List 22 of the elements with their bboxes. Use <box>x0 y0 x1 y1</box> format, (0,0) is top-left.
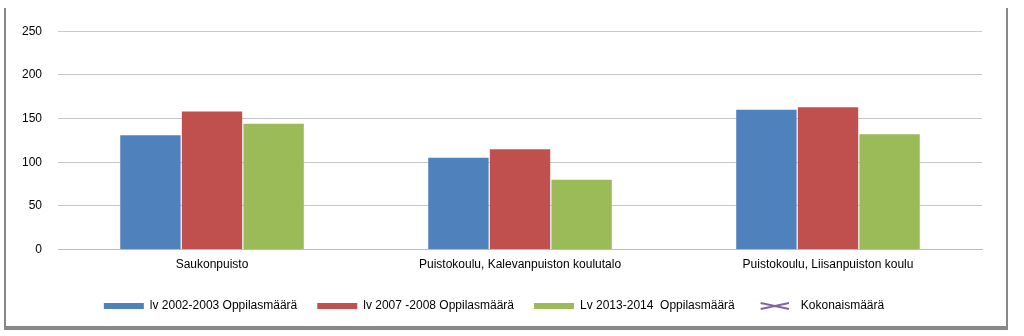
bar <box>243 123 304 250</box>
bar <box>859 134 920 250</box>
legend-label: lv 2007 -2008 Oppilasmäärä <box>363 298 515 313</box>
legend-label: lv 2002-2003 Oppilasmäärä <box>149 298 298 313</box>
bar <box>797 107 859 250</box>
y-tick-label: 250 <box>21 23 43 38</box>
legend-label: Kokonaismäärä <box>800 298 885 313</box>
y-tick-label: 50 <box>28 198 43 213</box>
bar <box>428 157 489 250</box>
bar <box>120 135 181 250</box>
bar <box>736 109 797 250</box>
x-tick-label: Puistokoulu, Liisanpuiston koulu <box>742 257 914 272</box>
y-tick-label: 100 <box>21 154 43 169</box>
x-tick-label: Puistokoulu, Kalevanpuiston koulutalo <box>418 257 622 272</box>
y-tick-label: 200 <box>21 67 43 82</box>
legend-label: Lv 2013-2014 Oppilasmäärä <box>580 298 736 313</box>
bar <box>489 149 551 250</box>
y-tick-label: 0 <box>35 241 43 256</box>
bar <box>181 111 243 250</box>
x-tick-label: Saukonpuisto <box>175 257 249 272</box>
bar <box>551 179 612 250</box>
y-tick-label: 150 <box>21 110 43 125</box>
